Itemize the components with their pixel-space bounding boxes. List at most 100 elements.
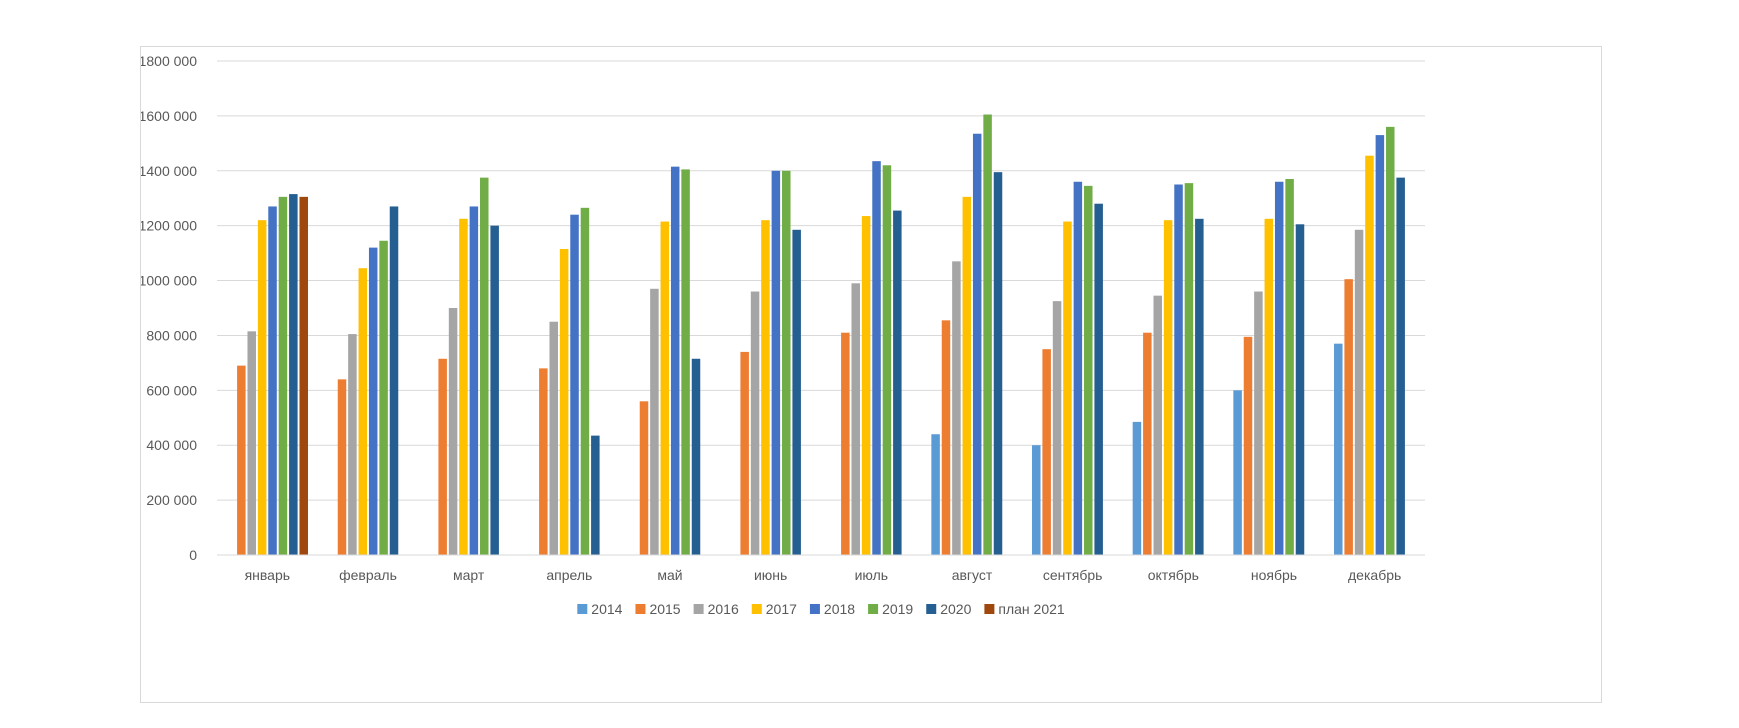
bar [570,214,579,555]
bar [841,332,850,555]
series-2019 [278,114,1395,556]
legend: 2014 2015 2016 2017 2018 2019 2020 план 2021 [577,601,1065,617]
bar [1094,203,1103,555]
x-tick-label: октябрь [1148,567,1199,583]
legend-label: план 2021 [998,601,1065,617]
bar [993,172,1003,555]
bar [1344,279,1353,555]
y-tick-label: 1400 000 [141,163,197,179]
bar [1084,185,1093,555]
legend-swatch [635,604,646,614]
legend-label: 2019 [882,601,913,617]
bar [469,206,479,555]
bar [941,320,951,555]
bar [539,368,548,555]
y-tick-label: 800 000 [146,327,197,343]
y-axis: 0 200 000 400 000 600 000 800 000 1000 000 120… [141,53,197,563]
bar [983,114,992,556]
bar [1063,221,1072,556]
legend-swatch [693,604,704,614]
bar [861,216,871,556]
bar [691,358,701,555]
bar [278,196,288,555]
bar [559,248,569,555]
legend-label: 2016 [708,601,739,617]
bar [1233,390,1242,555]
bar [893,210,902,556]
legend-swatch [809,604,820,614]
x-tick-label: май [657,567,682,583]
bar [591,435,600,555]
bar [782,170,791,555]
bars [237,114,1405,556]
x-tick-label: август [952,567,993,583]
bar [1375,135,1385,555]
bar [1264,218,1274,556]
bar [681,169,690,555]
bar [1354,229,1364,556]
bar [1295,224,1305,556]
legend-item: 2018 [809,601,855,617]
legend-label: 2020 [940,601,971,617]
bar [289,194,298,555]
series-план-2021 [299,196,308,555]
bar [761,220,770,555]
bar [1042,349,1051,555]
bar [1243,336,1253,555]
bar [792,229,801,556]
x-tick-label: январь [245,567,290,583]
series-2014 [931,343,1343,555]
bar [660,221,670,556]
legend-swatch [751,604,762,614]
y-tick-label: 0 [189,547,197,563]
bar [358,268,368,555]
bar [1386,126,1395,555]
y-tick-label: 1000 000 [141,273,197,289]
bar [368,247,378,555]
bar [580,207,590,556]
bar [972,133,982,555]
bar [1073,181,1083,555]
series-2015 [237,279,1353,555]
legend-item: 2019 [868,601,913,617]
legend-label: 2015 [649,601,680,617]
bar [1334,343,1343,555]
bar [931,434,940,555]
bar [299,196,308,555]
legend-swatch [577,604,588,614]
series-2017 [257,155,1374,556]
bar [348,334,357,555]
bar [882,165,892,555]
bar [1274,181,1284,555]
bar [1285,179,1294,555]
y-tick-label: 1800 000 [141,53,197,69]
bar [1184,183,1194,555]
bar [771,170,781,555]
bar [247,331,256,555]
bar [480,177,489,555]
x-tick-label: апрель [546,567,592,583]
bar [549,321,558,555]
bar [268,206,277,555]
bar [237,365,246,555]
y-tick-label: 400 000 [146,437,197,453]
x-tick-label: сентябрь [1043,567,1103,583]
bar [438,358,447,555]
y-tick-label: 200 000 [146,492,197,508]
bar [650,288,659,555]
x-axis: январь февраль март апрель май июнь июль август… [245,567,1402,583]
legend-item: 2017 [751,601,797,617]
bar [1163,220,1173,555]
bar [1153,295,1162,555]
bar [337,379,347,555]
bar [670,166,680,555]
bar [1132,421,1142,555]
bar [257,220,267,555]
x-tick-label: март [453,567,485,583]
bar [389,206,399,555]
bar [1365,155,1374,555]
bar [459,218,468,556]
bar [1032,445,1041,555]
bar [1143,332,1152,555]
bar [490,225,499,555]
